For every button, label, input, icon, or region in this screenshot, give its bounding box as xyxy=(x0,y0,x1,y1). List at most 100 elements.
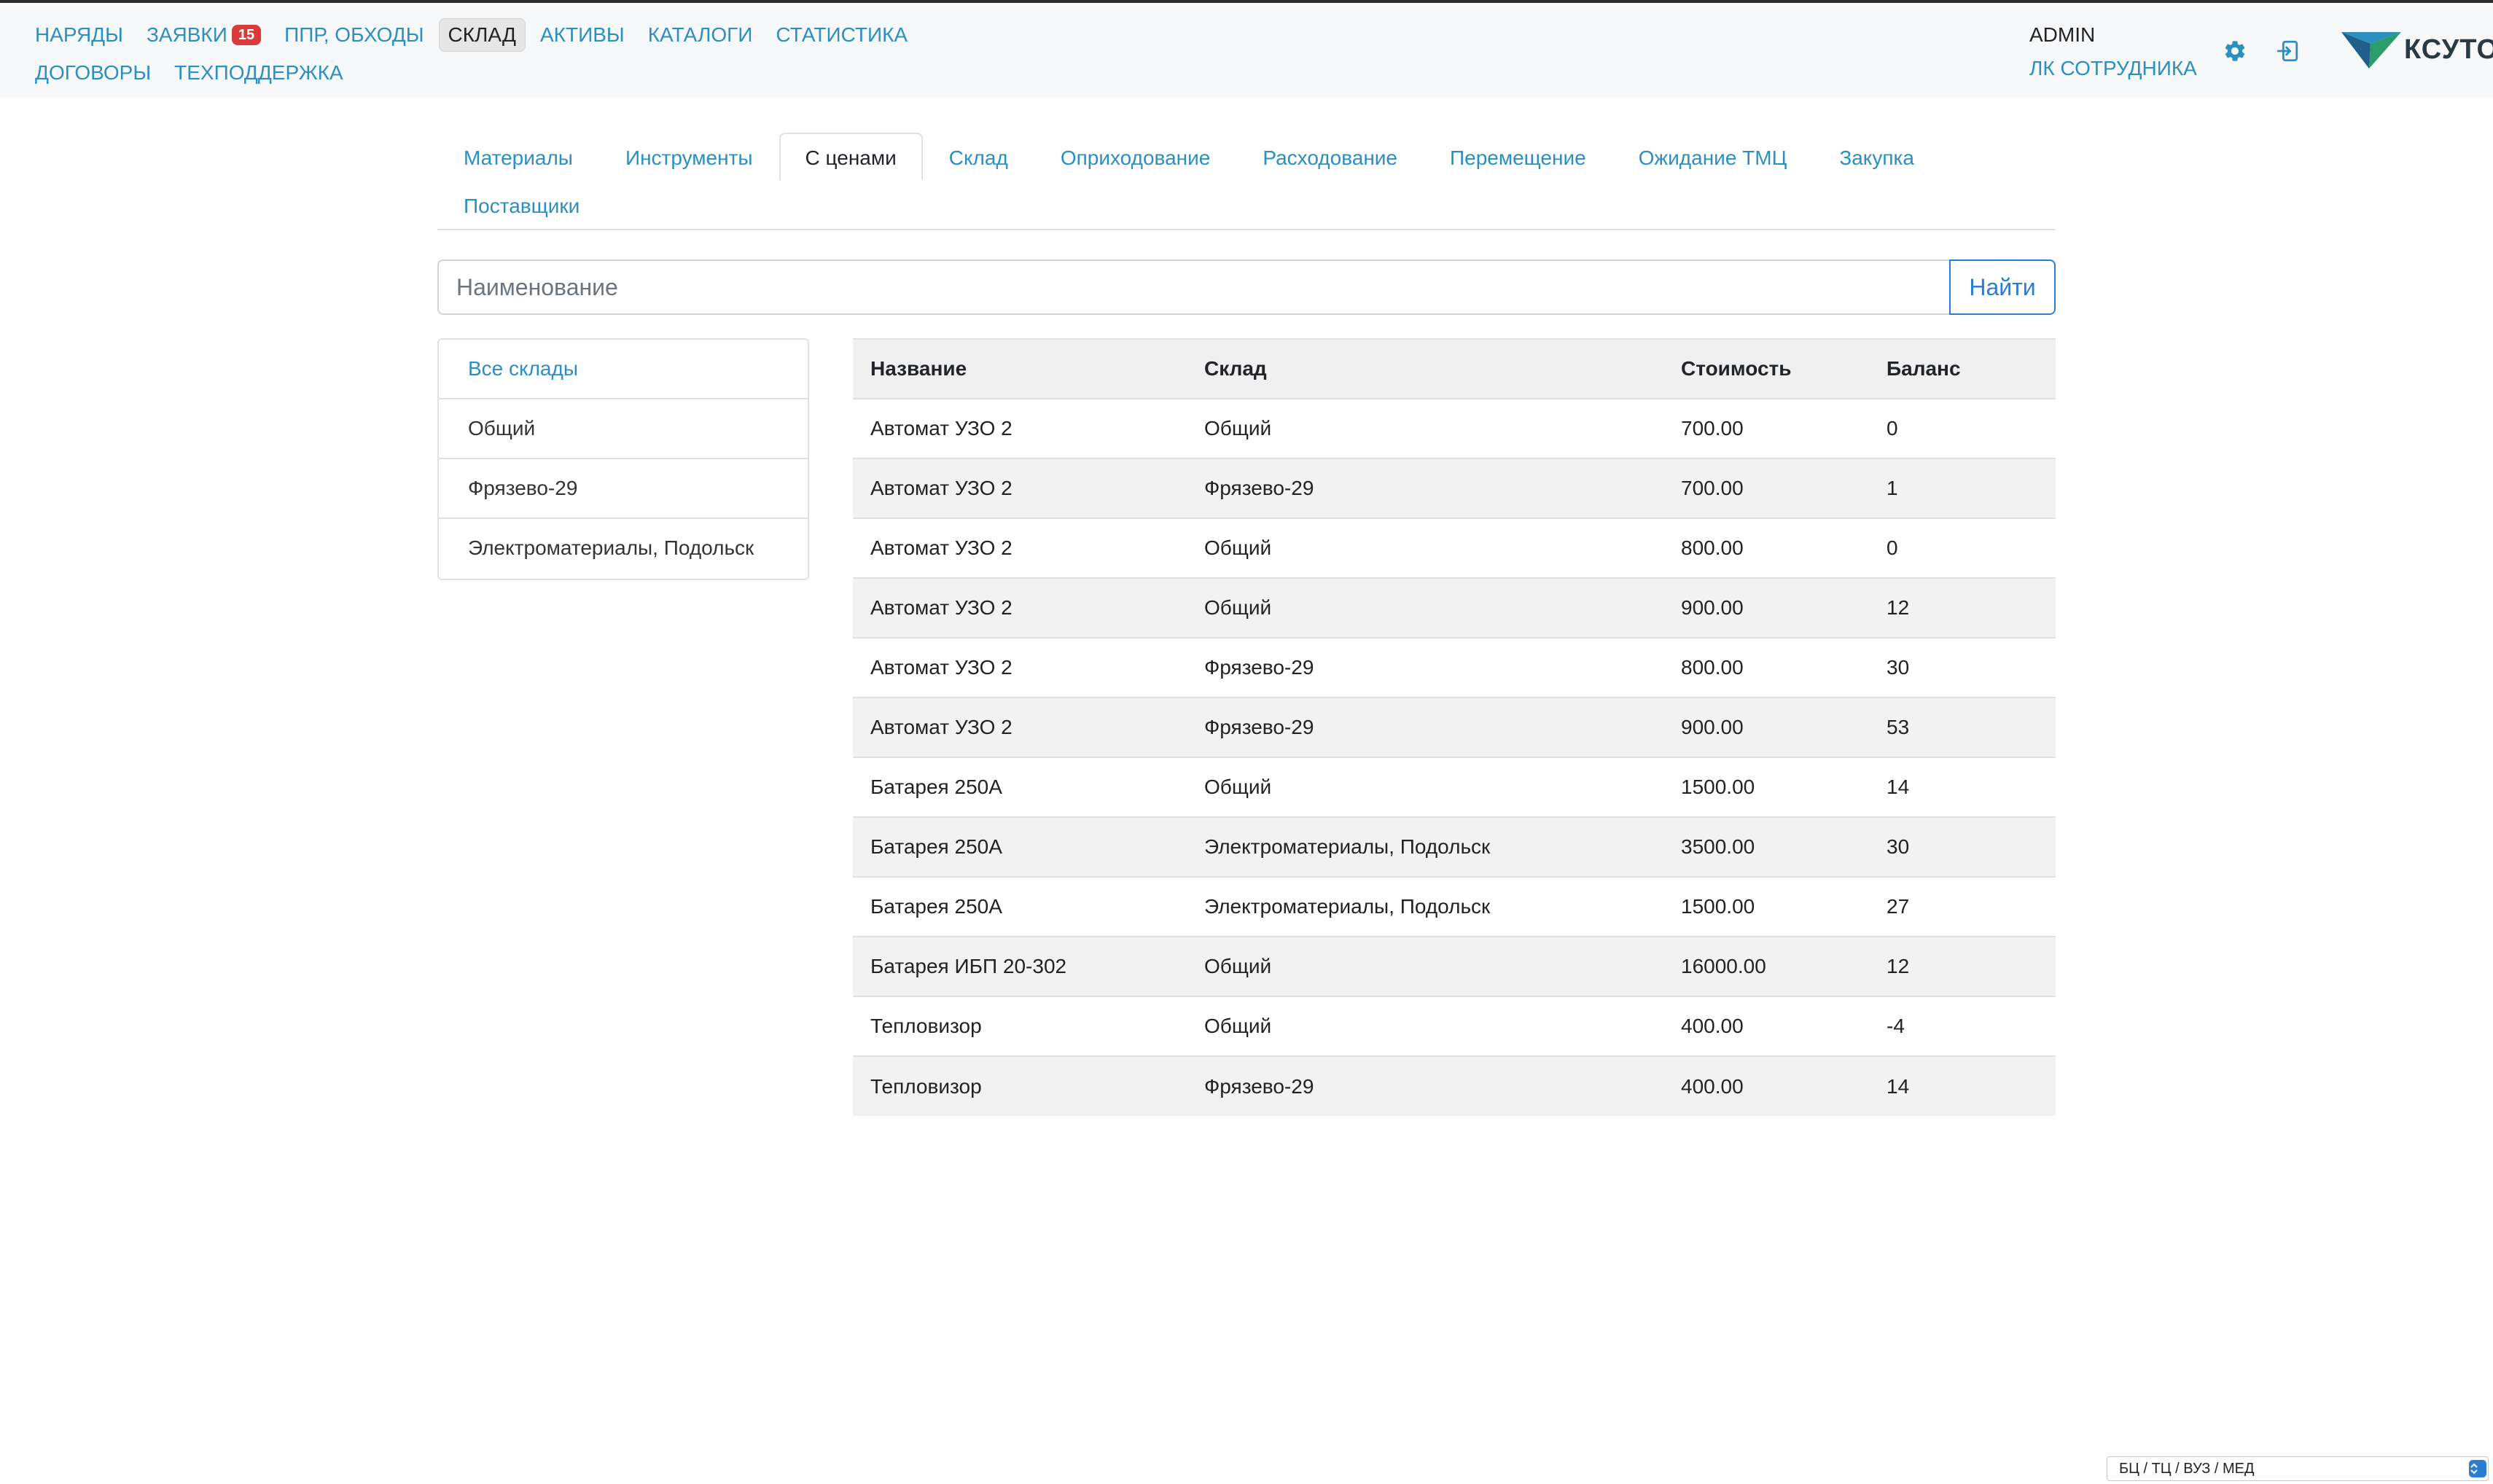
cell-balance: -4 xyxy=(1869,996,2056,1056)
cell-cost: 800.00 xyxy=(1663,518,1869,578)
cell-cost: 800.00 xyxy=(1663,637,1869,698)
tab-transfer[interactable]: Перемещение xyxy=(1450,147,1586,169)
cell-name: Батарея ИБП 20-302 xyxy=(853,936,1187,996)
app-logo: КСУТО xyxy=(2340,29,2493,70)
nav-zayavki[interactable]: ЗАЯВКИ 15 xyxy=(138,19,270,51)
tab-row-1: Материалы Инструменты С ценами Склад Опр… xyxy=(437,133,2056,181)
warehouse-item-all[interactable]: Все склады xyxy=(439,340,808,399)
cell-warehouse: Общий xyxy=(1187,398,1663,458)
cell-cost: 3500.00 xyxy=(1663,816,1869,877)
cell-balance: 53 xyxy=(1869,697,2056,757)
column-header-balance[interactable]: Баланс xyxy=(1869,338,2056,399)
object-type-select-value: БЦ / ТЦ / ВУЗ / МЕД xyxy=(2119,1461,2255,1477)
cell-name: Автомат УЗО 2 xyxy=(853,697,1187,757)
cell-name: Батарея 250А xyxy=(853,757,1187,817)
search-button[interactable]: Найти xyxy=(1949,259,2056,315)
table-row[interactable]: Автомат УЗО 2 Фрязево-29 800.00 30 xyxy=(853,637,2056,698)
cell-cost: 900.00 xyxy=(1663,697,1869,757)
nav-sklad[interactable]: СКЛАД xyxy=(438,18,526,52)
main-nav-row-1: НАРЯДЫ ЗАЯВКИ 15 ППР, ОБХОДЫ СКЛАД АКТИВЫ… xyxy=(26,16,922,54)
tab-row-2: Поставщики xyxy=(437,181,2056,229)
table-row[interactable]: Автомат УЗО 2 Общий 700.00 0 xyxy=(853,398,2056,458)
gear-icon[interactable] xyxy=(2219,35,2251,67)
tab-suppliers[interactable]: Поставщики xyxy=(464,195,580,217)
table-row[interactable]: Автомат УЗО 2 Общий 900.00 12 xyxy=(853,577,2056,638)
nav-techsupport[interactable]: ТЕХПОДДЕРЖКА xyxy=(165,57,352,89)
tab-receipt[interactable]: Оприходование xyxy=(1060,147,1211,169)
nav-label: КАТАЛОГИ xyxy=(647,23,753,46)
cell-balance: 0 xyxy=(1869,518,2056,578)
cell-warehouse: Фрязево-29 xyxy=(1187,458,1663,518)
object-type-select[interactable]: БЦ / ТЦ / ВУЗ / МЕД xyxy=(2107,1456,2489,1481)
warehouse-item-podolsk[interactable]: Электроматериалы, Подольск xyxy=(468,536,754,559)
warehouse-item-fryazevo[interactable]: Фрязево-29 xyxy=(439,459,808,519)
cell-warehouse: Электроматериалы, Подольск xyxy=(1187,816,1663,877)
nav-label: СКЛАД xyxy=(448,23,516,46)
table-header-row: Название Склад Стоимость Баланс xyxy=(853,338,2056,399)
warehouse-filter-list: Все склады Общий Фрязево-29 Электроматер… xyxy=(437,338,809,580)
tab-with-prices[interactable]: С ценами xyxy=(779,133,923,181)
tab-warehouse[interactable]: Склад xyxy=(948,147,1008,169)
cell-name: Автомат УЗО 2 xyxy=(853,398,1187,458)
cell-warehouse: Фрязево-29 xyxy=(1187,1055,1663,1116)
table-row[interactable]: Батарея 250А Электроматериалы, Подольск 35… xyxy=(853,816,2056,877)
cell-cost: 900.00 xyxy=(1663,577,1869,638)
table-row[interactable]: Автомат УЗО 2 Фрязево-29 700.00 1 xyxy=(853,458,2056,518)
tab-materials[interactable]: Материалы xyxy=(464,147,573,169)
table-row[interactable]: Тепловизор Общий 400.00 -4 xyxy=(853,996,2056,1056)
column-header-warehouse[interactable]: Склад xyxy=(1187,338,1663,399)
chevron-updown-icon xyxy=(2469,1460,2486,1477)
cell-balance: 14 xyxy=(1869,1055,2056,1116)
column-header-cost[interactable]: Стоимость xyxy=(1663,338,1869,399)
cell-warehouse: Фрязево-29 xyxy=(1187,637,1663,698)
employee-account-link[interactable]: ЛК СОТРУДНИКА xyxy=(2029,57,2197,79)
nav-statistika[interactable]: СТАТИСТИКА xyxy=(767,19,916,51)
nav-label: ДОГОВОРЫ xyxy=(35,61,152,84)
cell-warehouse: Общий xyxy=(1187,936,1663,996)
table-row[interactable]: Тепловизор Фрязево-29 400.00 14 xyxy=(853,1055,2056,1116)
search-bar: Найти xyxy=(437,259,2056,315)
cell-name: Автомат УЗО 2 xyxy=(853,518,1187,578)
cell-warehouse: Общий xyxy=(1187,996,1663,1056)
logo-text: КСУТО xyxy=(2404,34,2493,65)
tab-tools[interactable]: Инструменты xyxy=(625,147,753,169)
user-block: ADMIN ЛК СОТРУДНИКА xyxy=(2029,19,2197,86)
warehouse-item-obshchiy[interactable]: Общий xyxy=(439,399,808,459)
column-header-name[interactable]: Название xyxy=(853,338,1187,399)
search-input[interactable] xyxy=(437,259,1949,315)
cell-cost: 700.00 xyxy=(1663,458,1869,518)
cell-name: Автомат УЗО 2 xyxy=(853,577,1187,638)
cell-warehouse: Фрязево-29 xyxy=(1187,697,1663,757)
table-row[interactable]: Автомат УЗО 2 Общий 800.00 0 xyxy=(853,518,2056,578)
logout-icon[interactable] xyxy=(2271,35,2303,67)
cell-name: Батарея 250А xyxy=(853,876,1187,937)
cell-cost: 1500.00 xyxy=(1663,876,1869,937)
nav-naryady[interactable]: НАРЯДЫ xyxy=(26,19,132,51)
cell-warehouse: Общий xyxy=(1187,577,1663,638)
cell-balance: 30 xyxy=(1869,637,2056,698)
table-row[interactable]: Батарея ИБП 20-302 Общий 16000.00 12 xyxy=(853,936,2056,996)
cell-warehouse: Общий xyxy=(1187,757,1663,817)
user-name: ADMIN xyxy=(2029,23,2096,46)
tab-awaiting[interactable]: Ожидание ТМЦ xyxy=(1638,147,1787,169)
main-nav-row-2: ДОГОВОРЫ ТЕХПОДДЕРЖКА xyxy=(26,54,358,92)
logo-icon xyxy=(2341,32,2401,69)
nav-katalogi[interactable]: КАТАЛОГИ xyxy=(639,19,762,51)
nav-dogovory[interactable]: ДОГОВОРЫ xyxy=(26,57,160,89)
cell-balance: 0 xyxy=(1869,398,2056,458)
table-row[interactable]: Батарея 250А Общий 1500.00 14 xyxy=(853,757,2056,817)
cell-cost: 700.00 xyxy=(1663,398,1869,458)
table-row[interactable]: Автомат УЗО 2 Фрязево-29 900.00 53 xyxy=(853,697,2056,757)
cell-cost: 400.00 xyxy=(1663,996,1869,1056)
nav-ppr-obhody[interactable]: ППР, ОБХОДЫ xyxy=(276,19,432,51)
cell-name: Тепловизор xyxy=(853,1055,1187,1116)
nav-label: ЗАЯВКИ xyxy=(146,23,227,46)
tab-purchase[interactable]: Закупка xyxy=(1839,147,1914,169)
cell-name: Тепловизор xyxy=(853,996,1187,1056)
nav-aktivy[interactable]: АКТИВЫ xyxy=(531,19,633,51)
table-row[interactable]: Батарея 250А Электроматериалы, Подольск 15… xyxy=(853,876,2056,937)
price-table: Название Склад Стоимость Баланс Автомат … xyxy=(853,338,2056,1116)
tab-consumption[interactable]: Расходование xyxy=(1263,147,1398,169)
cell-name: Автомат УЗО 2 xyxy=(853,458,1187,518)
